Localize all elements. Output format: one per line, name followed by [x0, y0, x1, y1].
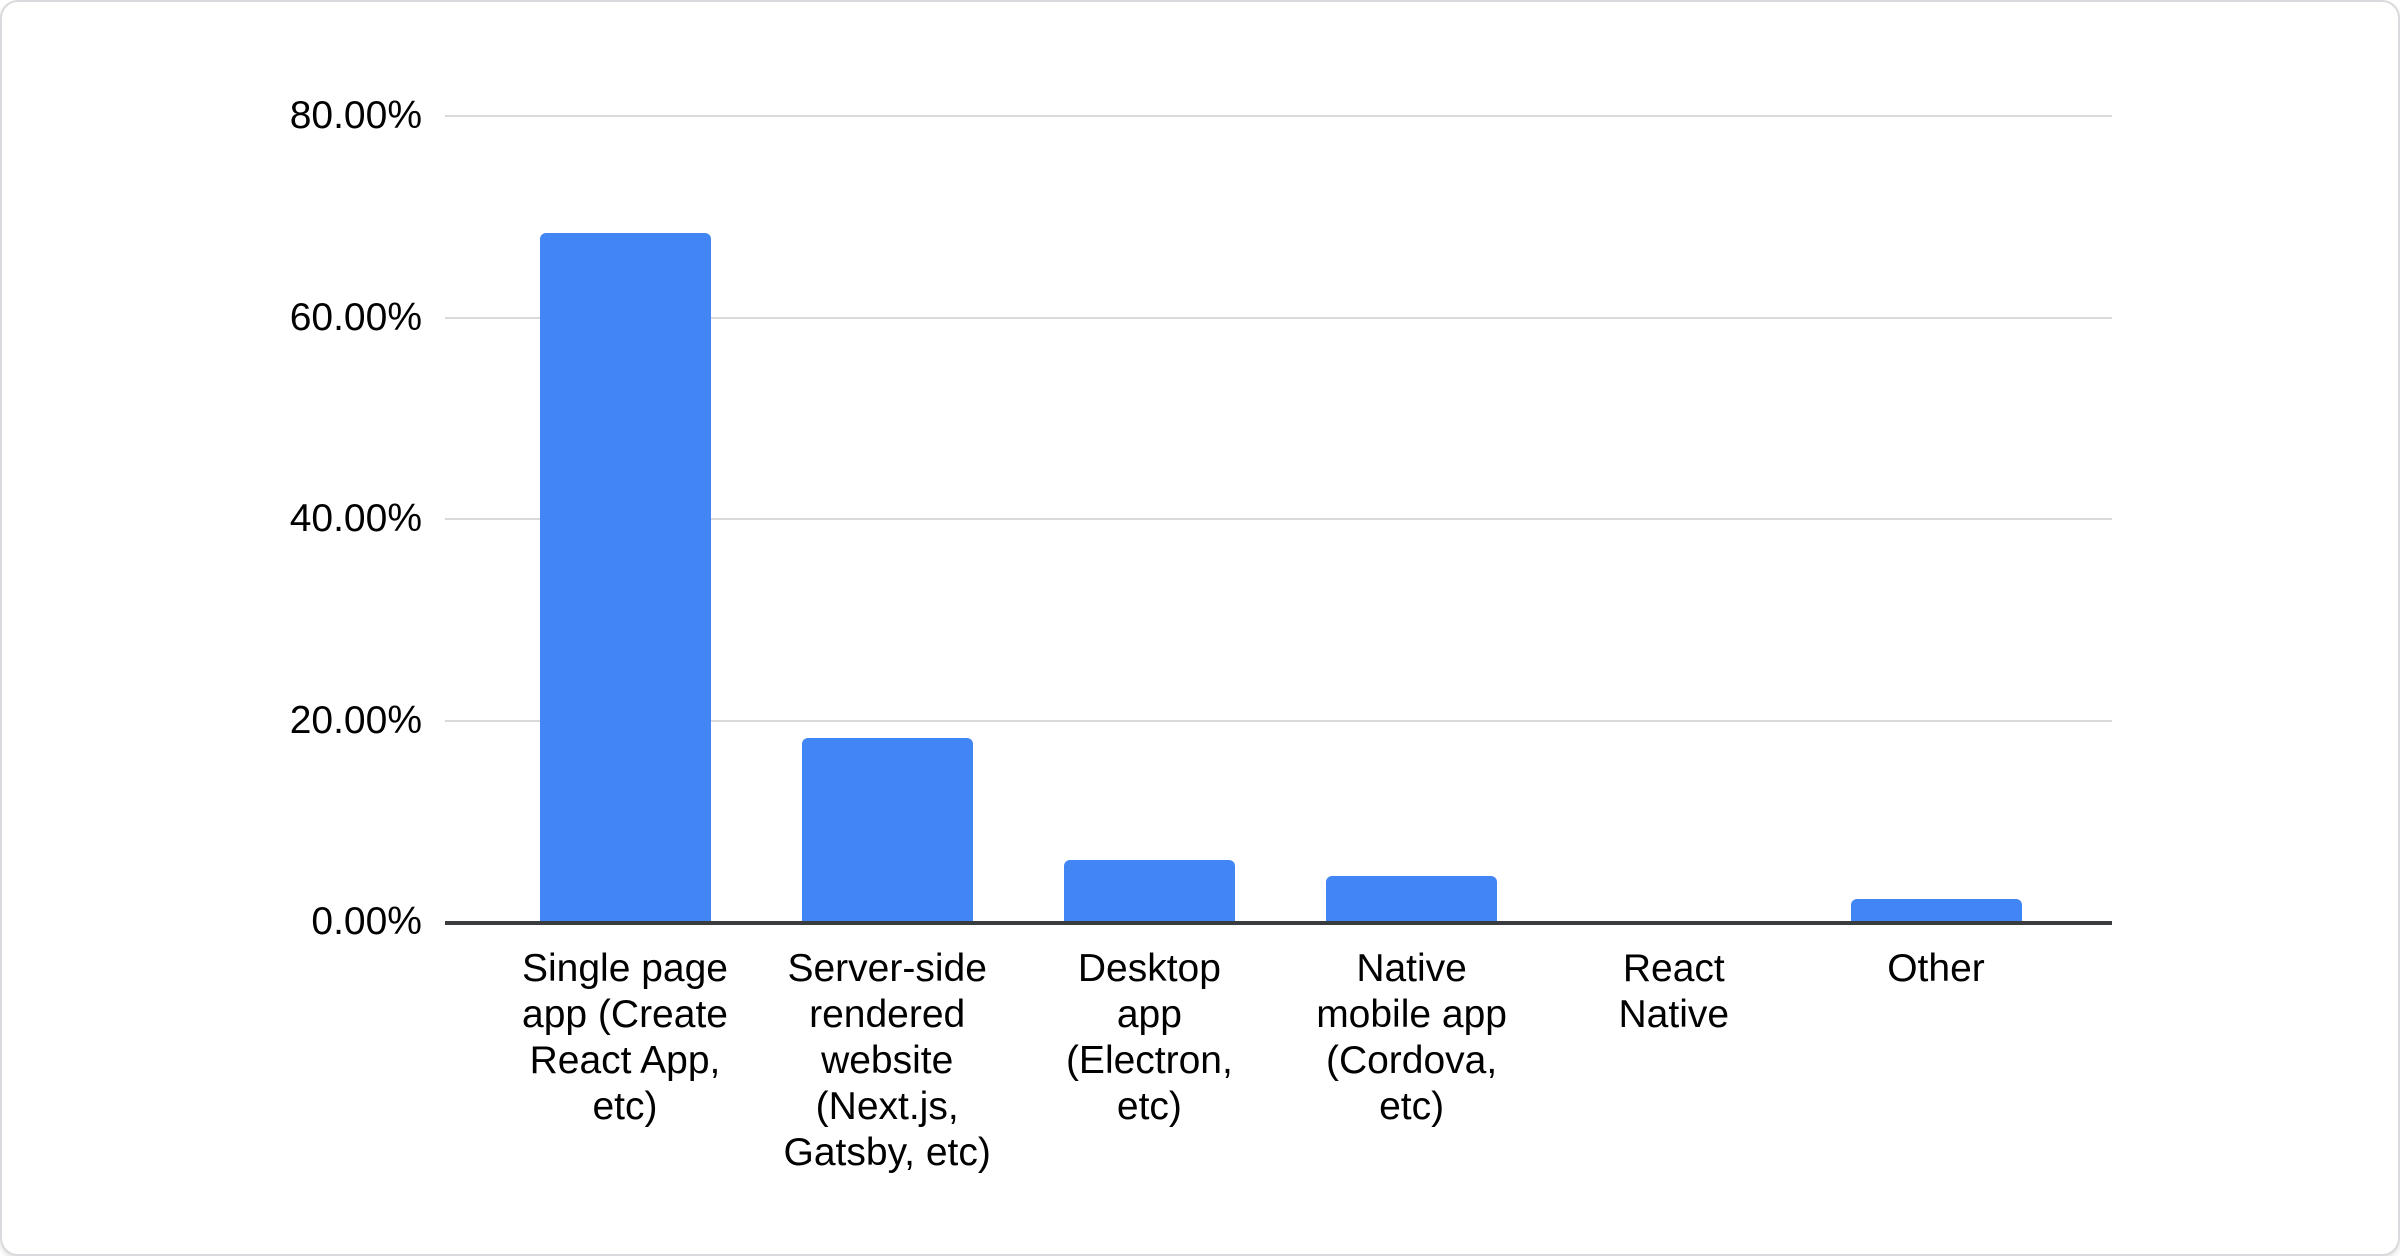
gridline-40 [445, 518, 2112, 520]
x-axis-label-desktop-app-electron-etc: Desktop app (Electron, etc) [1065, 947, 1233, 1128]
bar-other[interactable] [1850, 898, 2022, 922]
x-axis-label-other: Other [1887, 947, 1985, 990]
y-axis-tick-label-40: 40.00% [289, 497, 422, 540]
x-axis-label-native-mobile-app-cordova-etc: Native mobile app (Cordova, etc) [1316, 947, 1507, 1128]
y-axis-tick-label-20: 20.00% [289, 698, 422, 742]
y-axis-tick-label-80: 80.00% [289, 94, 422, 137]
gridline-60 [445, 316, 2112, 319]
x-axis-line [445, 921, 2112, 925]
gridline-80 [445, 115, 2112, 117]
gridline-20 [445, 719, 2112, 722]
bar-single-page-app-create-react-app-etc[interactable] [539, 232, 711, 922]
y-axis-tick-label-60: 60.00% [289, 295, 422, 339]
bar-server-side-rendered-website-next-js-gatsby-etc[interactable] [801, 737, 973, 922]
bar-desktop-app-electron-etc[interactable] [1063, 859, 1235, 922]
x-axis-label-react-native: React Native [1618, 947, 1730, 1036]
x-axis-label-server-side-rendered-website-next-js-gatsby-etc: Server-side rendered website (Next.js, G… [783, 947, 991, 1174]
y-axis-tick-label-0: 0.00% [311, 900, 422, 943]
x-axis-label-single-page-app-create-react-app-etc: Single page app (Create React App, etc) [521, 947, 728, 1128]
bar-native-mobile-app-cordova-etc[interactable] [1326, 875, 1498, 922]
